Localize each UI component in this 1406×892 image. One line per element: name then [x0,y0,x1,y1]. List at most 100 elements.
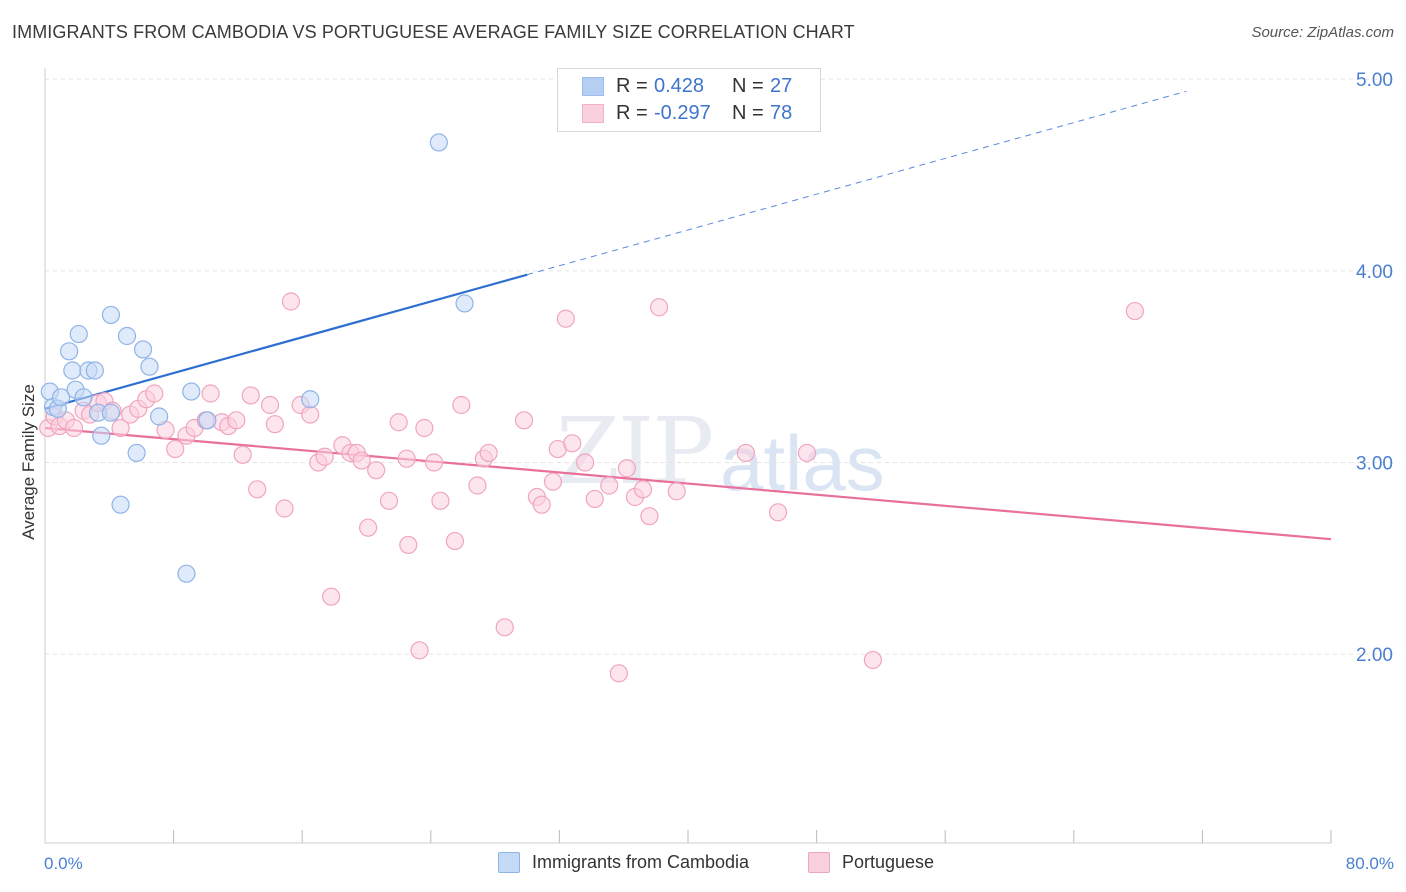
portuguese-point [367,461,386,480]
portuguese-point [431,491,450,510]
portuguese-point [576,453,595,472]
legend-r-value: 0.428 [654,74,705,97]
portuguese-point [1125,301,1144,321]
y-tick-label: 2.00 [1356,645,1393,666]
portuguese-point [352,451,371,470]
cambodia-point [101,305,121,325]
portuguese-point [424,453,444,472]
x-tick-label-max: 80.0% [1346,854,1394,873]
portuguese-point [399,535,418,555]
portuguese-point [445,531,465,551]
portuguese-point [248,480,267,499]
legend-swatch-portuguese [582,103,604,123]
portuguese-point [260,395,280,415]
legend-swatch-cambodia [498,852,520,873]
legend-item-portuguese: Portuguese [808,852,934,873]
portuguese-point [649,298,669,317]
legend-n-value: 27 [770,74,793,97]
x-tick-label-min: 0.0% [44,854,83,873]
watermark-atlas: atlas [720,419,885,507]
portuguese-points [39,292,1144,683]
chart-source: Source: ZipAtlas.com [1251,24,1394,41]
portuguese-point [585,489,604,509]
portuguese-point [111,418,130,438]
portuguese-point [415,418,434,438]
cambodia-point [117,326,137,346]
portuguese-point [609,664,628,683]
portuguese-point [233,445,252,464]
portuguese-point [201,384,220,403]
portuguese-point [389,413,408,432]
legend-n-label: N = [732,101,764,124]
cambodia-point [60,342,79,361]
stats-legend: R = 0.428 N = 27 R = -0.297 N = 78 [557,68,821,132]
legend-swatch-cambodia [582,76,604,96]
portuguese-point [495,618,514,637]
portuguese-point [64,418,84,438]
portuguese-point [166,439,185,459]
portuguese-point [322,587,341,606]
chart-title: IMMIGRANTS FROM CAMBODIA VS PORTUGUESE A… [12,22,855,42]
y-tick-label: 4.00 [1356,262,1393,283]
portuguese-point [359,518,378,537]
y-tick-label: 3.00 [1356,454,1393,475]
portuguese-point [275,499,294,518]
portuguese-point [633,480,653,499]
y-axis-label: Average Family Size [19,384,38,540]
legend-row-cambodia: R = 0.428 N = 27 [582,73,792,99]
portuguese-point [667,482,686,501]
portuguese-point [556,309,575,328]
cambodia-point [74,388,93,407]
y-tick-label: 5.00 [1356,70,1393,91]
cambodia-point [182,382,201,401]
legend-r-label: R = [616,101,648,124]
portuguese-point [797,443,817,463]
portuguese-point [379,491,399,510]
cambodia-point [133,340,153,359]
portuguese-point [227,411,246,430]
portuguese-point [863,650,882,670]
legend-swatch-portuguese [808,852,830,873]
portuguese-point [452,395,471,415]
legend-label-cambodia: Immigrants from Cambodia [532,852,750,872]
portuguese-point [241,386,260,405]
portuguese-point [281,292,301,311]
x-ticks [173,830,1332,843]
cambodia-point [63,361,82,380]
portuguese-point [265,415,284,434]
y-tick-labels: 2.00 3.00 4.00 5.00 [1356,70,1393,666]
portuguese-point [563,434,582,453]
cambodia-points [40,133,474,583]
portuguese-point [600,476,619,495]
cambodia-point [101,403,121,422]
cambodia-point [69,324,88,344]
cambodia-point [127,443,146,463]
cambodia-point [85,361,104,380]
trend-lines [44,90,1332,541]
portuguese-point [768,503,788,522]
portuguese-point [397,449,416,468]
portuguese-point [640,507,659,526]
cambodia-point [455,294,474,313]
portuguese-point [410,641,429,660]
legend-r-value: -0.297 [654,101,711,124]
cambodia-point [111,495,130,514]
legend-item-cambodia: Immigrants from Cambodia [498,852,749,873]
legend-n-label: N = [732,74,764,97]
portuguese-point [532,495,551,514]
legend-label-portuguese: Portuguese [842,852,935,872]
trend-line-portuguese [44,426,1332,541]
portuguese-point [514,411,534,430]
legend-row-portuguese: R = -0.297 N = 78 [582,100,792,126]
cambodia-point [150,407,169,426]
portuguese-point [479,443,498,463]
legend-n-value: 78 [770,101,793,124]
series-legend: Immigrants from Cambodia Portuguese [0,850,1406,880]
portuguese-point [145,384,164,403]
cambodia-point [429,133,448,152]
portuguese-point [736,443,755,463]
trend-line-cambodia-extension [527,90,1187,276]
cambodia-point [140,357,159,376]
portuguese-point [543,472,563,491]
